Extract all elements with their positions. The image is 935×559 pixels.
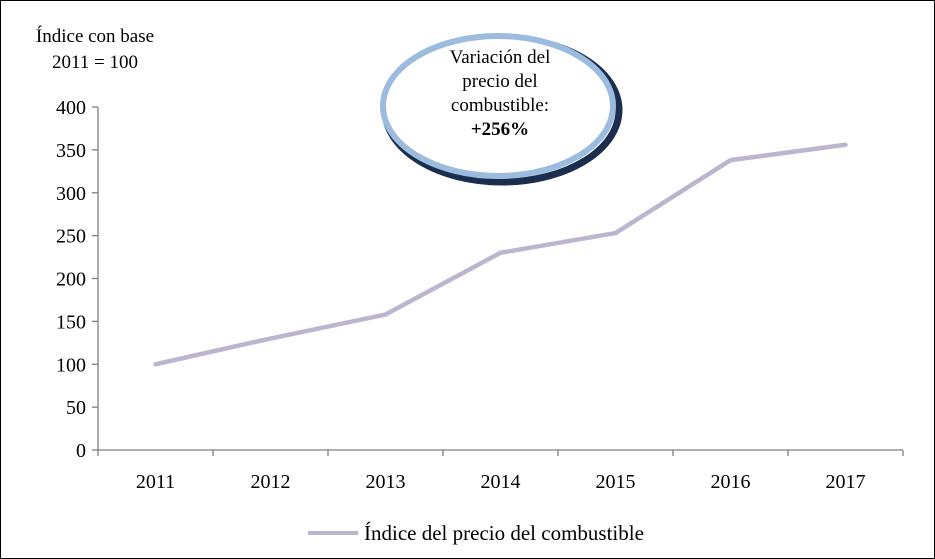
annotation-line-1: Variación del bbox=[449, 47, 551, 68]
y-tick-label: 250 bbox=[56, 226, 86, 248]
annotation-ellipse bbox=[380, 33, 623, 186]
x-tick-label: 2016 bbox=[711, 471, 751, 493]
x-tick-label: 2015 bbox=[596, 471, 636, 493]
y-tick-label: 150 bbox=[56, 311, 86, 333]
annotation-text: Variación del precio del combustible: +2… bbox=[420, 46, 580, 142]
y-axis-title-line-1: Índice con base bbox=[35, 26, 155, 47]
x-tick-label: 2011 bbox=[136, 471, 175, 493]
annotation-line-3: combustible: bbox=[450, 95, 550, 116]
annotation-line-2: precio del bbox=[462, 71, 538, 92]
y-tick-label: 50 bbox=[66, 397, 86, 419]
legend-label: Índice del precio del combustible bbox=[364, 520, 644, 545]
x-tick-label: 2012 bbox=[251, 471, 291, 493]
y-axis-title: Índice con base 2011 = 100 bbox=[20, 24, 170, 76]
y-tick-label: 400 bbox=[56, 97, 86, 119]
legend-swatch bbox=[308, 531, 358, 535]
annotation-value: +256% bbox=[470, 119, 530, 140]
y-tick-label: 100 bbox=[56, 354, 86, 376]
x-tick-label: 2014 bbox=[481, 471, 521, 493]
y-axis-title-line-2: 2011 = 100 bbox=[51, 52, 138, 73]
y-tick-label: 0 bbox=[76, 440, 86, 462]
x-tick-label: 2013 bbox=[366, 471, 406, 493]
y-tick-label: 200 bbox=[56, 269, 86, 291]
y-tick-label: 350 bbox=[56, 140, 86, 162]
legend: Índice del precio del combustible bbox=[308, 519, 644, 547]
x-tick-label: 2017 bbox=[826, 471, 866, 493]
y-tick-label: 300 bbox=[56, 183, 86, 205]
